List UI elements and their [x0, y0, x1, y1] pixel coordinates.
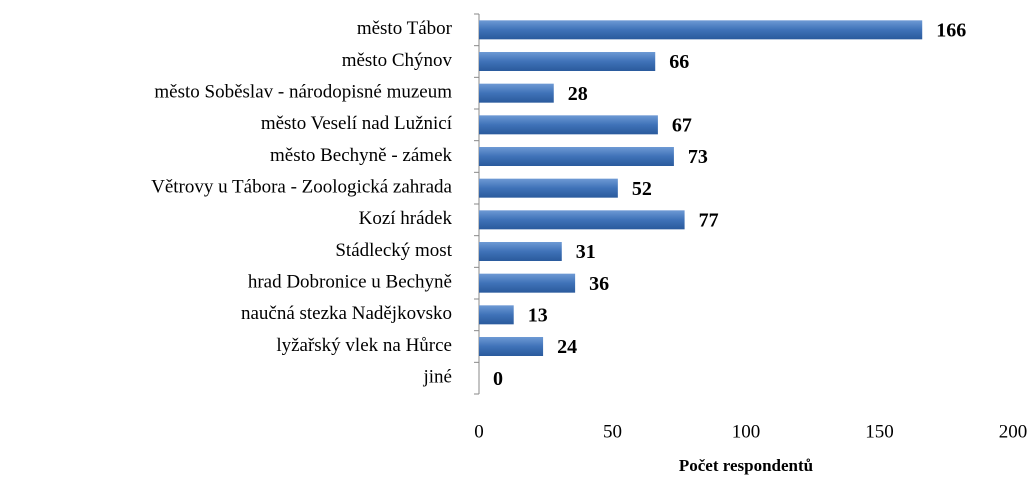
x-tick-label: 50: [603, 421, 622, 442]
value-label: 0: [493, 368, 503, 390]
bar: [479, 210, 685, 230]
value-label: 24: [557, 336, 577, 358]
y-tick-label: Stádlecký most: [335, 240, 452, 261]
bar: [479, 242, 562, 261]
y-tick-label: Kozí hrádek: [359, 208, 453, 229]
y-tick-label: jiné: [423, 367, 453, 388]
bar: [479, 273, 576, 293]
bar: [479, 20, 923, 40]
y-tick-label: město Bechyně - zámek: [270, 145, 453, 166]
bar: [479, 178, 618, 198]
bar: [479, 83, 554, 103]
x-tick-label: 200: [999, 421, 1028, 442]
x-axis-label: Počet respondentů: [679, 456, 813, 475]
bar: [479, 52, 656, 71]
value-label: 52: [632, 178, 652, 200]
bar: [479, 147, 674, 166]
value-label: 66: [669, 51, 689, 73]
value-label: 36: [589, 273, 609, 295]
value-label: 67: [672, 114, 692, 136]
value-label: 166: [936, 19, 966, 41]
bar: [479, 337, 544, 356]
y-tick-label: město Veselí nad Lužnicí: [261, 113, 453, 134]
y-tick-label: Větrovy u Tábora - Zoologická zahrada: [151, 177, 452, 198]
bar: [479, 115, 658, 135]
y-tick-label: město Soběslav - národopisné muzeum: [154, 82, 452, 103]
y-tick-label: naučná stezka Nadějkovsko: [241, 303, 452, 324]
value-label: 31: [576, 241, 596, 263]
value-label: 13: [528, 304, 548, 326]
x-tick-label: 0: [474, 421, 484, 442]
value-label: 73: [688, 146, 708, 168]
x-tick-label: 150: [865, 421, 894, 442]
y-tick-label: hrad Dobronice u Bechyně: [248, 272, 452, 293]
y-tick-label: město Tábor: [357, 18, 453, 39]
y-tick-label: město Chýnov: [342, 50, 453, 71]
y-tick-label: lyžařský vlek na Hůrce: [276, 335, 452, 356]
bar: [479, 305, 514, 325]
value-label: 28: [568, 83, 588, 105]
value-label: 77: [699, 209, 719, 231]
x-tick-label: 100: [732, 421, 761, 442]
